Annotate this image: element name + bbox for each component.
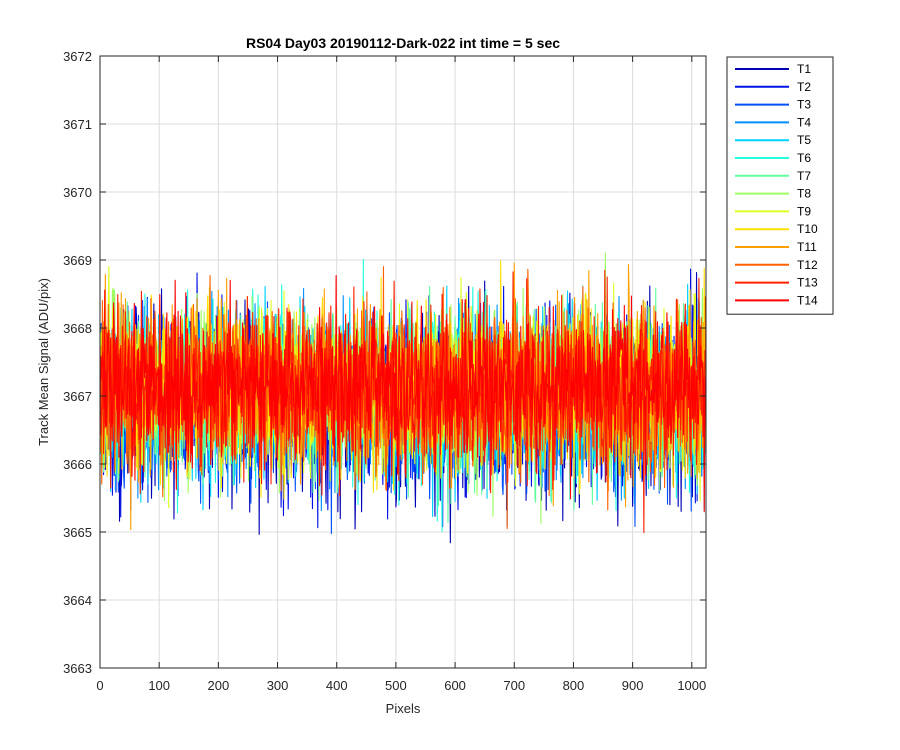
x-tick-label: 700 xyxy=(503,678,525,693)
y-tick-label: 3667 xyxy=(63,389,92,404)
x-tick-label: 1000 xyxy=(677,678,706,693)
legend-entry-t8: T8 xyxy=(735,187,811,201)
y-tick-label: 3671 xyxy=(63,117,92,132)
y-tick-label: 3672 xyxy=(63,49,92,64)
legend-label: T9 xyxy=(797,204,811,218)
legend: T1 T2 T3 T4 T5 T6 T7 T8 T9 T10 T11 T12 T13 T14 xyxy=(726,56,834,315)
legend-entry-t14: T14 xyxy=(735,293,818,307)
y-tick-label: 3668 xyxy=(63,321,92,336)
x-axis-label: Pixels xyxy=(386,701,421,716)
legend-entry-t13: T13 xyxy=(735,276,818,290)
legend-entry-t3: T3 xyxy=(735,98,811,112)
legend-label: T14 xyxy=(797,293,818,307)
legend-label: T12 xyxy=(797,258,818,272)
legend-label: T6 xyxy=(797,151,811,165)
legend-label: T2 xyxy=(797,80,811,94)
legend-entry-t10: T10 xyxy=(735,222,818,236)
axis-ticks: 0 100 200 300 400 500 600 700 800 900 1000 3663 3664… xyxy=(63,49,706,693)
x-tick-label: 600 xyxy=(444,678,466,693)
y-tick-label: 3665 xyxy=(63,525,92,540)
legend-label: T13 xyxy=(797,276,818,290)
legend-label: T11 xyxy=(797,240,817,254)
x-tick-label: 400 xyxy=(326,678,348,693)
x-tick-label: 100 xyxy=(148,678,170,693)
y-tick-label: 3669 xyxy=(63,253,92,268)
y-tick-label: 3666 xyxy=(63,457,92,472)
y-axis-label: Track Mean Signal (ADU/pix) xyxy=(36,278,51,446)
legend-label: T5 xyxy=(797,133,811,147)
axes-box xyxy=(99,55,707,669)
x-tick-label: 800 xyxy=(563,678,585,693)
legend-entry-t6: T6 xyxy=(735,151,811,165)
legend-label: T7 xyxy=(797,169,811,183)
legend-label: T10 xyxy=(797,222,818,236)
legend-entry-t12: T12 xyxy=(735,258,818,272)
legend-entry-t2: T2 xyxy=(735,80,811,94)
legend-entry-t5: T5 xyxy=(735,133,811,147)
y-tick-label: 3670 xyxy=(63,185,92,200)
y-tick-label: 3663 xyxy=(63,661,92,676)
x-tick-label: 300 xyxy=(267,678,289,693)
legend-label: T8 xyxy=(797,187,811,201)
legend-entry-t4: T4 xyxy=(735,115,811,129)
x-tick-label: 900 xyxy=(622,678,644,693)
legend-entry-t9: T9 xyxy=(735,204,811,218)
legend-entry-t1: T1 xyxy=(735,62,811,76)
chart-title: RS04 Day03 20190112-Dark-022 int time = … xyxy=(246,35,560,51)
legend-label: T1 xyxy=(797,62,811,76)
legend-label: T3 xyxy=(797,98,811,112)
legend-entry-t11: T11 xyxy=(735,240,817,254)
legend-label: T4 xyxy=(797,115,811,129)
legend-entry-t7: T7 xyxy=(735,169,811,183)
x-tick-label: 0 xyxy=(96,678,103,693)
y-tick-label: 3664 xyxy=(63,593,92,608)
x-tick-label: 200 xyxy=(208,678,230,693)
legend-box xyxy=(726,56,834,315)
series-line-t14 xyxy=(100,274,706,513)
plot-series xyxy=(100,252,706,544)
x-tick-label: 500 xyxy=(385,678,407,693)
